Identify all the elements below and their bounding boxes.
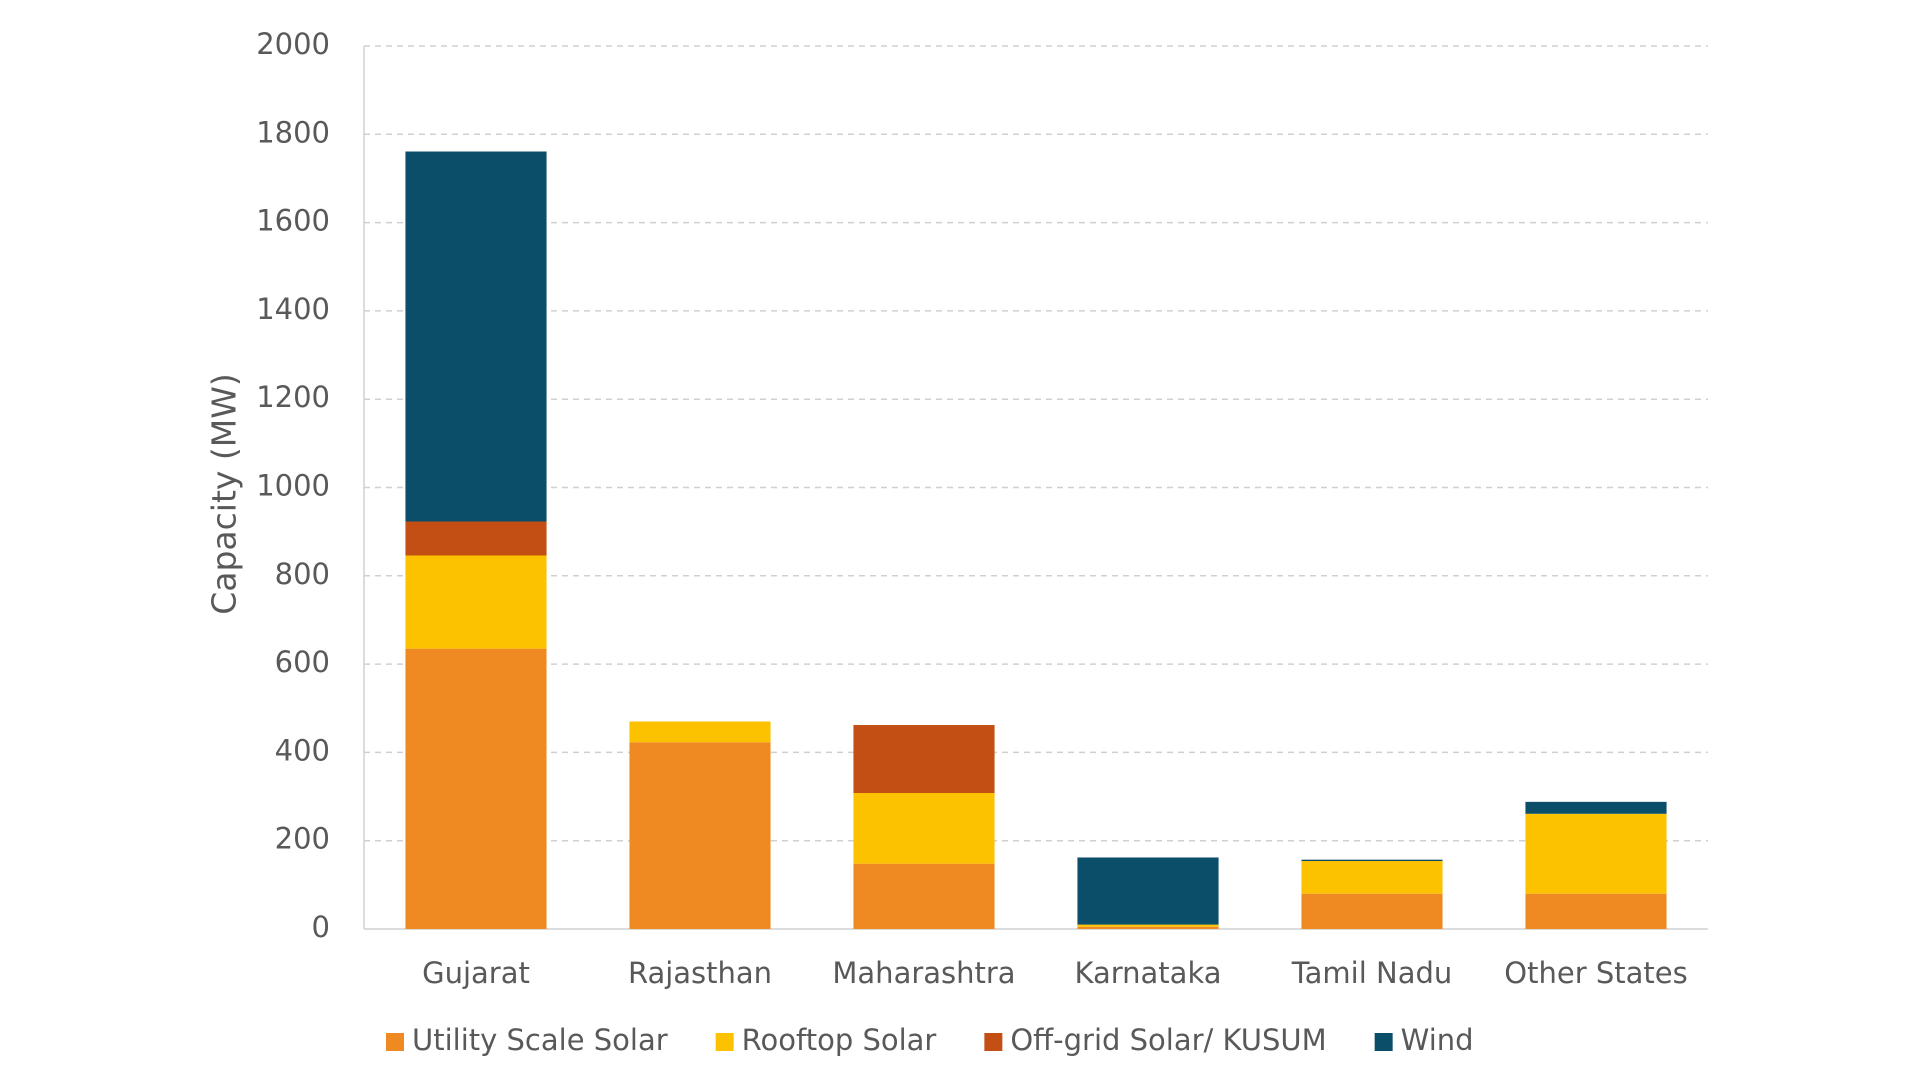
bar-segment (1077, 857, 1219, 925)
legend-swatch (715, 1033, 734, 1051)
y-tick-label: 1400 (256, 292, 330, 326)
y-tick-label: 1800 (256, 115, 330, 149)
y-tick-label: 1000 (256, 469, 330, 503)
bar-segment (1301, 893, 1443, 929)
y-tick-label: 2000 (256, 27, 330, 61)
y-tick-label: 200 (275, 822, 330, 856)
legend-label: Rooftop Solar (742, 1023, 937, 1057)
x-tick-label: Tamil Nadu (1291, 956, 1453, 990)
bar-segment (405, 648, 547, 929)
y-axis-label: Capacity (MW) (205, 373, 244, 615)
bar-segment (853, 863, 995, 929)
bar-segment (1525, 801, 1667, 814)
x-tick-label: Maharashtra (832, 956, 1015, 990)
legend-label: Utility Scale Solar (412, 1023, 668, 1057)
bar-segment (1077, 926, 1219, 929)
y-tick-label: 0 (312, 910, 330, 944)
x-tick-label: Other States (1504, 956, 1687, 990)
legend-swatch (386, 1033, 404, 1051)
y-tick-label: 800 (275, 557, 330, 591)
legend-swatch (984, 1033, 1003, 1051)
legend-swatch (1374, 1033, 1393, 1051)
bar-segment (629, 721, 771, 743)
bar-segment (405, 521, 547, 556)
x-tick-label: Karnataka (1074, 956, 1221, 990)
legend-label: Off-grid Solar/ KUSUM (1010, 1023, 1326, 1057)
bar-segment (1077, 924, 1219, 927)
bar-segment (405, 555, 547, 649)
bar-segment (629, 742, 771, 929)
bar-segment (1525, 893, 1667, 929)
y-tick-label: 400 (275, 733, 330, 767)
bar-segment (853, 793, 995, 864)
x-tick-label: Rajasthan (628, 956, 772, 990)
y-tick-label: 600 (275, 645, 330, 679)
legend-label: Wind (1401, 1023, 1474, 1057)
x-tick-label: Gujarat (422, 956, 530, 990)
bar-segment (1301, 861, 1443, 894)
y-tick-label: 1200 (256, 380, 330, 414)
bar-segment (405, 151, 547, 522)
bar-segment (853, 725, 995, 794)
bar-segment (1525, 813, 1667, 894)
bar-segment (1301, 859, 1443, 862)
y-tick-label: 1600 (256, 204, 330, 238)
